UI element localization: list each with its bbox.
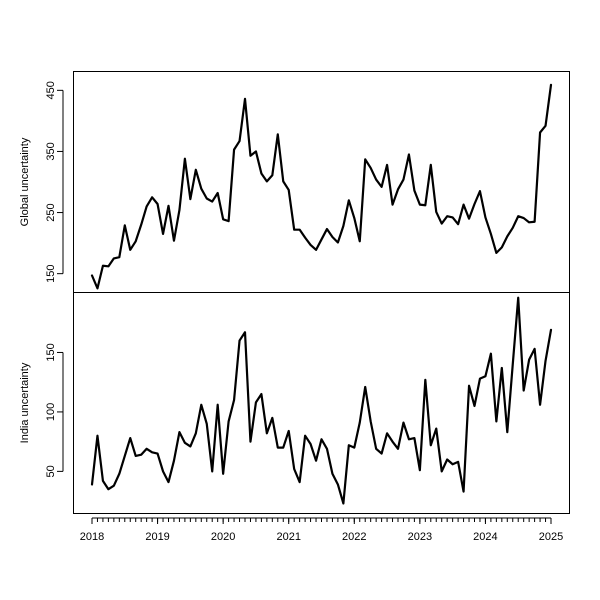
time-x-axis: 2018 2019 2020 2021 2022 2023 2024 2025	[80, 517, 563, 543]
global-y-tick-label: 350	[45, 142, 57, 160]
global-y-tick-label: 250	[45, 203, 57, 221]
india-y-tick-label: 150	[45, 343, 57, 361]
x-tick-label: 2024	[473, 531, 497, 543]
india-series-line	[90, 296, 553, 505]
x-tick-label: 2018	[80, 531, 104, 543]
global-y-axis: 150 250 350 450	[45, 81, 64, 283]
x-tick-label: 2021	[276, 531, 300, 543]
x-tick-label: 2025	[539, 531, 563, 543]
india-plot-box	[73, 292, 570, 514]
global-series-line	[90, 83, 553, 290]
india-y-tick-label: 50	[45, 465, 57, 477]
india-y-axis: 50 100 150	[45, 343, 64, 478]
x-tick-label: 2020	[211, 531, 235, 543]
global-y-tick-label: 150	[45, 264, 57, 282]
global-y-tick-label: 450	[45, 81, 57, 99]
x-tick-label: 2022	[342, 531, 366, 543]
india-y-tick-label: 100	[45, 403, 57, 421]
global-y-axis-label: Global uncertainty	[19, 137, 31, 226]
x-tick-label: 2019	[145, 531, 169, 543]
x-tick-label: 2023	[408, 531, 432, 543]
india-y-axis-label: India uncertainty	[19, 362, 31, 443]
